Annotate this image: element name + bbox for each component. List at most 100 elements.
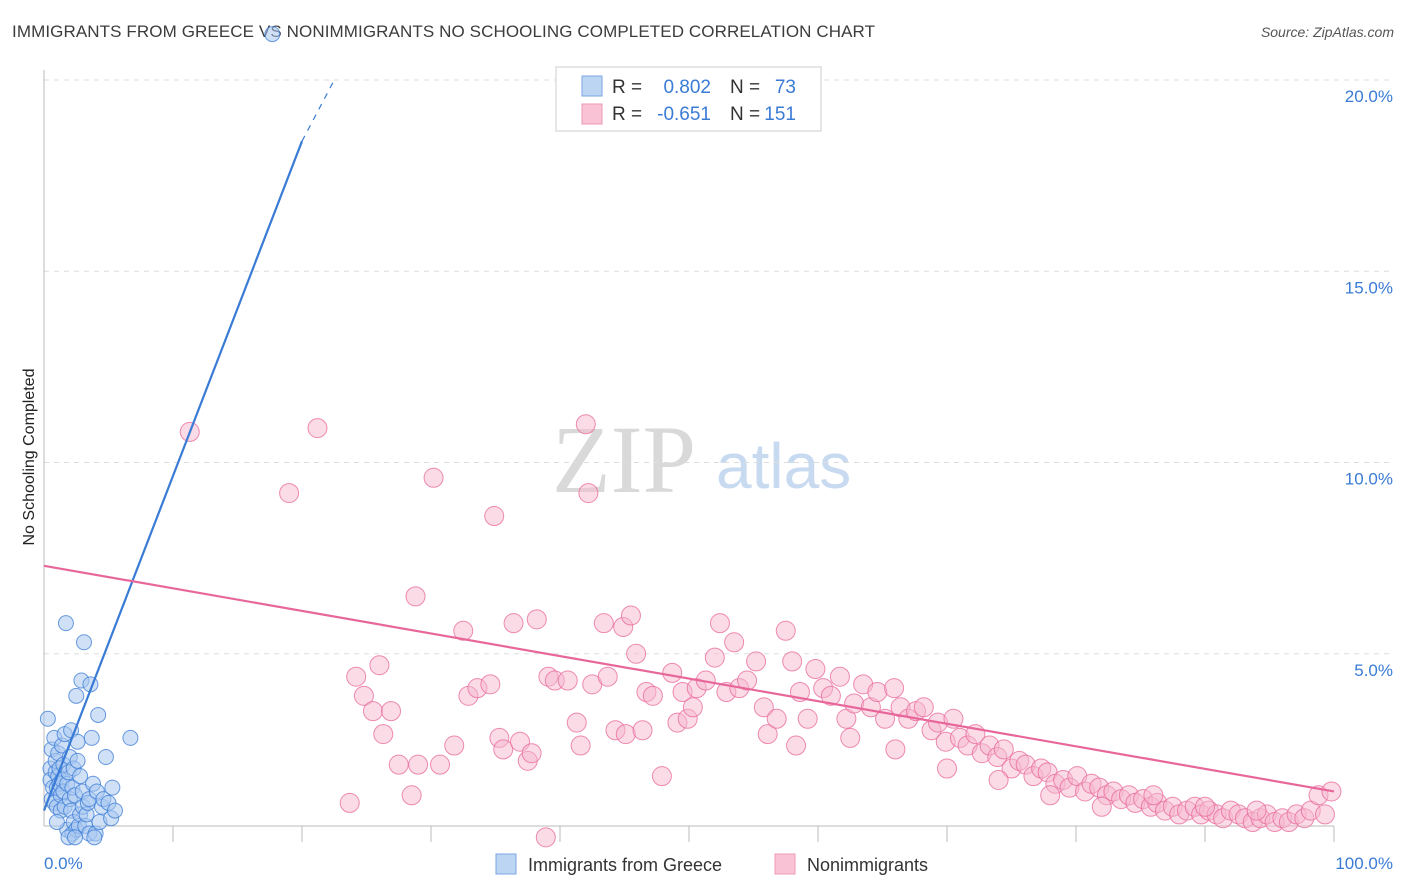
- nonimmigrant-point: [709, 613, 730, 634]
- trend-line-greece: [42, 140, 304, 811]
- nonimmigrant-point: [662, 662, 683, 683]
- nonimmigrant-point: [503, 613, 524, 634]
- bottom-legend-label-greece: Immigrants from Greece: [528, 855, 722, 875]
- nonimmigrant-point: [775, 620, 796, 641]
- legend-n-value-greece: 73: [775, 77, 796, 98]
- greece-point: [68, 687, 85, 704]
- legend-r-label-greece: R =: [612, 77, 642, 98]
- grid-lines: [44, 79, 1394, 655]
- nonimmigrant-point: [381, 701, 402, 722]
- x-tick-label-max: 100.0%: [1335, 854, 1393, 873]
- greece-point: [122, 729, 139, 746]
- nonimmigrant-point: [766, 708, 787, 729]
- nonimmigrant-point: [786, 735, 807, 756]
- greece-point: [83, 729, 100, 746]
- legend-swatch-greece: [581, 75, 603, 97]
- nonimmigrant-point: [737, 670, 758, 691]
- nonimmigrant-point: [620, 605, 641, 626]
- nonimmigrant-point: [1091, 796, 1112, 817]
- greece-point: [72, 768, 89, 785]
- greece-point: [264, 26, 281, 43]
- y-tick-label: 20.0%: [1345, 87, 1393, 106]
- nonimmigrant-point: [757, 724, 778, 745]
- watermark: ZIP atlas: [552, 406, 851, 513]
- greece-point: [39, 710, 56, 727]
- watermark-zip: ZIP: [552, 406, 696, 513]
- top-legend: R = 0.802 N = 73 R = -0.651 N = 151: [555, 66, 822, 132]
- source-credit: Source: ZipAtlas.com: [1260, 24, 1394, 40]
- nonimmigrant-point: [401, 785, 422, 806]
- y-tick-labels: 5.0% 10.0% 15.0% 20.0%: [1345, 87, 1393, 680]
- nonimmigrant-point: [844, 693, 865, 714]
- nonimmigrant-point: [570, 735, 591, 756]
- nonimmigrant-point: [597, 666, 618, 687]
- nonimmigrant-point: [1040, 785, 1061, 806]
- greece-point: [75, 634, 92, 651]
- nonimmigrant-point: [480, 674, 501, 695]
- nonimmigrant-point: [820, 685, 841, 706]
- nonimmigrant-point: [1314, 804, 1335, 825]
- nonimmigrant-point: [346, 666, 367, 687]
- nonimmigrant-point: [405, 586, 426, 607]
- nonimmigrant-point: [430, 754, 451, 775]
- nonimmigrant-point: [1143, 785, 1164, 806]
- nonimmigrant-point: [279, 483, 300, 504]
- legend-r-value-nonimmigrants: -0.651: [657, 104, 711, 125]
- nonimmigrant-point: [746, 651, 767, 672]
- y-axis-title: No Schooling Completed: [21, 369, 38, 546]
- nonimmigrant-point: [353, 685, 374, 706]
- nonimmigrant-point: [526, 609, 547, 630]
- trend-line-greece-extension: [301, 79, 335, 142]
- trend-line-nonimmigrants: [43, 564, 1335, 793]
- nonimmigrant-point: [753, 697, 774, 718]
- nonimmigrant-point: [362, 701, 383, 722]
- greece-point: [104, 779, 121, 796]
- nonimmigrant-point: [626, 643, 647, 664]
- greece-point: [106, 802, 123, 819]
- nonimmigrant-point: [993, 739, 1014, 760]
- series-nonimmigrants-points: [179, 414, 1342, 848]
- greece-point: [57, 615, 74, 632]
- x-tick-label-min: 0.0%: [44, 854, 83, 873]
- nonimmigrant-point: [535, 827, 556, 848]
- bottom-legend: Immigrants from Greece Nonimmigrants: [495, 853, 928, 875]
- legend-n-label-greece: N =: [730, 77, 760, 98]
- nonimmigrant-point: [493, 739, 514, 760]
- greece-point: [90, 706, 107, 723]
- greece-point: [69, 752, 86, 769]
- nonimmigrant-point: [453, 620, 474, 641]
- nonimmigrant-point: [578, 483, 599, 504]
- legend-n-value-nonimmigrants: 151: [764, 104, 796, 125]
- nonimmigrant-point: [724, 632, 745, 653]
- bottom-legend-swatch-nonimmigrants: [774, 853, 796, 875]
- legend-n-label-nonimmigrants: N =: [730, 104, 760, 125]
- legend-r-value-greece: 0.802: [663, 77, 711, 98]
- greece-point: [66, 829, 83, 846]
- bottom-legend-label-nonimmigrants: Nonimmigrants: [807, 855, 928, 875]
- nonimmigrant-point: [884, 678, 905, 699]
- nonimmigrant-point: [937, 758, 957, 779]
- trend-lines: [42, 79, 1335, 811]
- nonimmigrant-point: [840, 727, 861, 748]
- watermark-atlas: atlas: [716, 430, 851, 502]
- nonimmigrant-point: [988, 769, 1009, 790]
- greece-point: [48, 814, 65, 831]
- y-tick-label: 10.0%: [1345, 470, 1393, 489]
- nonimmigrant-point: [885, 739, 906, 760]
- nonimmigrant-point: [913, 697, 934, 718]
- nonimmigrant-point: [408, 754, 429, 775]
- nonimmigrant-point: [339, 792, 360, 813]
- nonimmigrant-point: [423, 467, 444, 488]
- nonimmigrant-point: [797, 708, 818, 729]
- nonimmigrant-point: [388, 754, 409, 775]
- nonimmigrant-point: [369, 655, 390, 676]
- nonimmigrant-point: [307, 418, 328, 439]
- y-tick-label: 5.0%: [1354, 661, 1393, 680]
- nonimmigrant-point: [444, 735, 465, 756]
- nonimmigrant-point: [782, 651, 803, 672]
- y-tick-label: 15.0%: [1345, 278, 1393, 297]
- nonimmigrant-point: [632, 720, 653, 741]
- nonimmigrant-point: [1195, 796, 1215, 817]
- nonimmigrant-point: [805, 659, 826, 680]
